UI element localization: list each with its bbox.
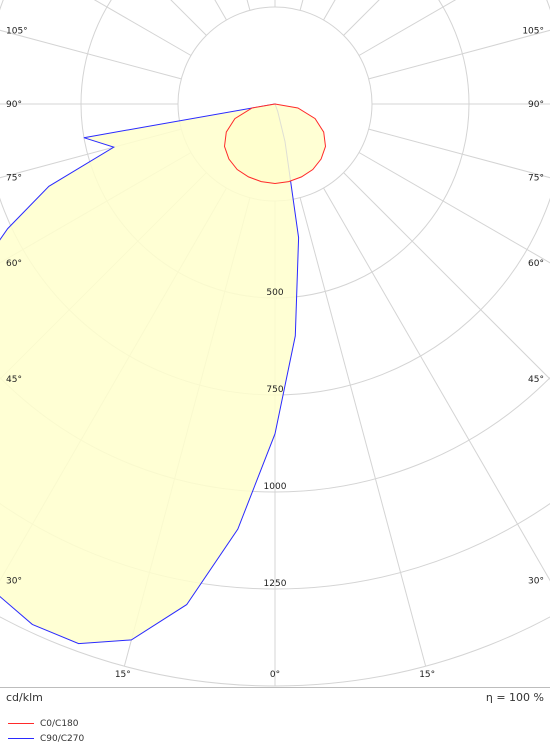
curve-fill-c90-c270	[0, 104, 299, 644]
legend-label-c0: C0/C180	[40, 718, 79, 729]
legend: C0/C180 C90/C270	[8, 716, 84, 746]
radial-label-1000: 1000	[264, 482, 287, 492]
grid-spoke--150	[214, 0, 227, 21]
angle-label-right-75: 75°	[528, 174, 544, 184]
angle-label-bottom-0: 0°	[270, 670, 280, 680]
angle-label-left-45: 45°	[6, 375, 22, 385]
grid-spoke-105	[368, 29, 550, 80]
legend-item-c90: C90/C270	[8, 731, 84, 746]
legend-item-c0: C0/C180	[8, 716, 84, 731]
angle-label-right-60: 60°	[528, 259, 544, 269]
angle-label-bottom-15: 15°	[419, 670, 435, 680]
legend-swatch-c0	[8, 723, 34, 724]
angle-label-left-60: 60°	[6, 259, 22, 269]
separator-line	[0, 687, 550, 688]
grid-spoke-45	[343, 172, 550, 380]
curves	[0, 103, 327, 645]
curve-line-c0-c180	[223, 103, 327, 185]
grid-spoke-120	[358, 0, 457, 56]
grid-spoke--165	[246, 0, 251, 11]
radial-label-500: 500	[266, 288, 283, 298]
efficiency-label: η = 100 %	[485, 691, 544, 704]
legend-swatch-c90	[8, 738, 34, 739]
angle-label-bottom--15: 15°	[115, 670, 131, 680]
axis-labels: 500 750 1000 1250 105° 90° 75° 60° 45° 30° 105° 90°…	[6, 26, 544, 680]
angle-label-right-45: 45°	[528, 375, 544, 385]
grid-spoke-30	[323, 187, 550, 582]
grid-spoke-165	[299, 0, 304, 11]
curve-fill-c0-c180	[224, 104, 326, 184]
grid-spoke--120	[93, 0, 192, 56]
angle-label-left-90: 90°	[6, 100, 22, 110]
angle-label-left-30: 30°	[6, 576, 22, 586]
grid-spoke--105	[0, 29, 182, 80]
grid-spoke-15	[299, 197, 427, 667]
radial-label-1250: 1250	[264, 579, 287, 589]
grid-spoke-150	[323, 0, 336, 21]
angle-label-left-75: 75°	[6, 174, 22, 184]
unit-label: cd/klm	[6, 691, 43, 704]
angle-label-right-90: 90°	[528, 100, 544, 110]
angle-label-right-105: 105°	[522, 26, 544, 36]
grid-spoke-75	[368, 128, 550, 179]
radial-label-750: 750	[266, 385, 283, 395]
angle-label-right-30: 30°	[528, 576, 544, 586]
curve-line-c90-c270	[0, 103, 300, 645]
angle-label-left-105: 105°	[6, 26, 28, 36]
grid-spoke-60	[358, 152, 550, 264]
polar-diagram: 500 750 1000 1250 105° 90° 75° 60° 45° 30° 105° 90°…	[0, 0, 550, 687]
grid-spoke--75	[0, 128, 182, 179]
legend-label-c90: C90/C270	[40, 733, 85, 744]
